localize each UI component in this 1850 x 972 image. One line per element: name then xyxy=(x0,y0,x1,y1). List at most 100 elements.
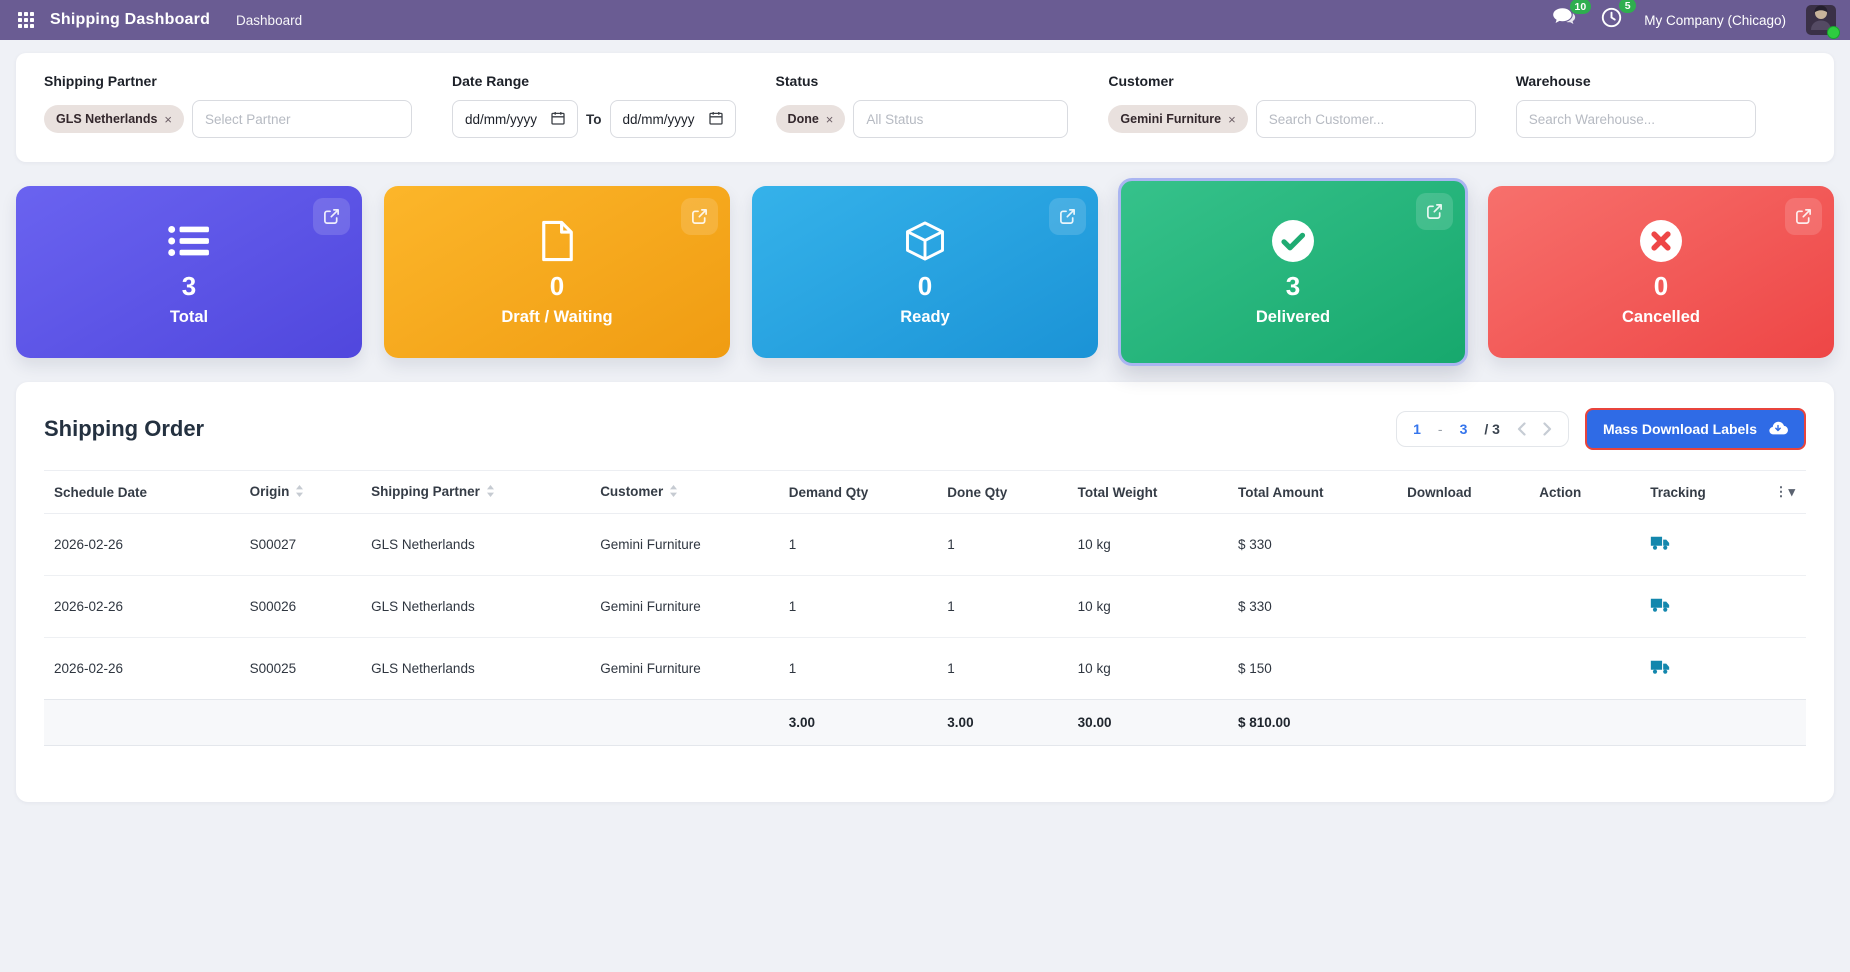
kpi-label: Total xyxy=(169,307,209,326)
column-header-label: Customer xyxy=(600,484,664,499)
tracking-truck-icon[interactable] xyxy=(1650,535,1670,551)
kpi-card-ready[interactable]: 0 Ready xyxy=(752,186,1098,358)
external-link-icon[interactable] xyxy=(313,198,350,235)
column-header-shipping-partner[interactable]: Shipping Partner xyxy=(361,471,590,514)
status-tag: Done × xyxy=(775,105,846,133)
column-header-label: Schedule Date xyxy=(54,484,148,500)
column-header-customer[interactable]: Customer xyxy=(590,471,779,514)
external-link-icon[interactable] xyxy=(1785,198,1822,235)
filter-status: Status Done × xyxy=(775,73,1069,138)
cell-demand-qty: 1 xyxy=(778,513,938,576)
company-name[interactable]: My Company (Chicago) xyxy=(1644,12,1786,28)
external-link-icon[interactable] xyxy=(681,198,718,235)
empty-cell xyxy=(239,699,362,746)
customer-input[interactable] xyxy=(1255,100,1476,138)
cell-total-amount: $ 330 xyxy=(1228,575,1398,638)
tag-remove-icon[interactable]: × xyxy=(1228,111,1236,127)
cell-origin: S00026 xyxy=(239,575,362,638)
table-header-row: Schedule Date Origin Shipping Partner Custo… xyxy=(44,470,1806,514)
column-header-tracking: Tracking xyxy=(1640,471,1760,514)
column-header-label: Total Weight xyxy=(1077,484,1158,500)
kpi-card-delivered[interactable]: 3 Delivered xyxy=(1118,178,1468,366)
cell-total-weight: 10 kg xyxy=(1067,513,1228,576)
date-from-input[interactable]: dd/mm/yyyy xyxy=(452,100,579,138)
menu-dashboard[interactable]: Dashboard xyxy=(236,12,303,28)
cell-options xyxy=(1760,575,1806,638)
column-header-label: Demand Qty xyxy=(788,484,869,500)
empty-cell xyxy=(1760,699,1806,746)
kpi-value: 3 xyxy=(181,270,197,301)
cell-total-amount: $ 150 xyxy=(1238,661,1272,676)
tag-remove-icon[interactable]: × xyxy=(164,111,173,127)
tag-remove-icon[interactable]: × xyxy=(825,111,834,127)
orders-table: Schedule Date Origin Shipping Partner Custo… xyxy=(44,470,1806,746)
mass-download-labels-button[interactable]: Mass Download Labels xyxy=(1584,408,1806,450)
shipping-partner-tag: GLS Netherlands × xyxy=(44,105,185,133)
filter-shipping-partner: Shipping Partner GLS Netherlands × xyxy=(44,73,413,138)
kpi-card-cancelled[interactable]: 0 Cancelled xyxy=(1488,186,1834,358)
messages-button[interactable]: 10 xyxy=(1551,0,1592,34)
column-options-icon[interactable]: ⋮▾ xyxy=(1774,484,1796,499)
cell-done-qty: 1 xyxy=(937,575,1068,638)
table-totals-row: 3.00 3.00 30.00 $ 810.00 xyxy=(44,699,1806,746)
cell-tracking xyxy=(1640,513,1761,576)
table-row: 2026-02-26 S00026 GLS Netherlands Gemini Fu… xyxy=(44,575,1806,638)
date-from-value: dd/mm/yyyy xyxy=(465,111,538,127)
app-title[interactable]: Shipping Dashboard xyxy=(50,11,211,28)
top-navbar: Shipping Dashboard Dashboard 10 5 My Com… xyxy=(0,0,1850,40)
pagination: 1 - 3 / 3 xyxy=(1396,411,1569,447)
kpi-label: Ready xyxy=(900,307,950,326)
total-cell: 3.00 xyxy=(937,699,1068,746)
tag-label: Done xyxy=(787,112,819,126)
filter-label: Customer xyxy=(1108,73,1174,89)
column-header-total-weight: Total Weight xyxy=(1068,471,1228,514)
external-link-icon[interactable] xyxy=(1049,198,1086,235)
pager-end[interactable]: 3 xyxy=(1459,421,1468,437)
messages-badge: 10 xyxy=(1569,0,1592,14)
filter-label: Shipping Partner xyxy=(44,73,157,89)
kpi-card-total[interactable]: 3 Total xyxy=(16,186,362,358)
apps-grid-icon[interactable] xyxy=(14,8,38,32)
column-header-origin[interactable]: Origin xyxy=(240,471,362,514)
warehouse-input[interactable] xyxy=(1515,100,1756,138)
column-header-label: Tracking xyxy=(1650,484,1706,500)
chevron-left-icon[interactable] xyxy=(1517,422,1526,436)
status-input[interactable] xyxy=(853,100,1069,138)
kpi-value: 0 xyxy=(549,270,565,301)
date-to-input[interactable]: dd/mm/yyyy xyxy=(609,100,736,138)
cell-download xyxy=(1397,575,1530,638)
empty-cell xyxy=(1640,699,1761,746)
cell-tracking xyxy=(1640,638,1760,700)
tag-label: Gemini Furniture xyxy=(1120,112,1222,126)
filter-label: Date Range xyxy=(452,73,530,89)
pager-dash: - xyxy=(1437,421,1443,437)
tracking-truck-icon[interactable] xyxy=(1650,597,1670,613)
kpi-value: 0 xyxy=(917,270,933,301)
filter-date-range: Date Range dd/mm/yyyy To dd/mm/yyyy xyxy=(452,73,736,138)
column-header-label: Download xyxy=(1407,484,1472,500)
chevron-right-icon[interactable] xyxy=(1543,422,1552,436)
calendar-icon xyxy=(708,111,723,128)
kpi-card-draft-waiting[interactable]: 0 Draft / Waiting xyxy=(384,186,730,358)
column-header-label: Done Qty xyxy=(947,484,1008,500)
tracking-truck-icon[interactable] xyxy=(1650,659,1670,675)
external-link-icon[interactable] xyxy=(1416,193,1453,230)
kpi-value: 0 xyxy=(1653,270,1669,301)
column-header-label: Total Amount xyxy=(1238,484,1324,500)
kpi-label: Draft / Waiting xyxy=(501,307,613,326)
pager-start[interactable]: 1 xyxy=(1413,421,1421,437)
sort-icon xyxy=(486,485,495,500)
filter-bar: Shipping Partner GLS Netherlands × Date … xyxy=(16,53,1834,162)
cell-schedule-date: 2026-02-26 xyxy=(44,513,240,576)
user-avatar[interactable] xyxy=(1806,5,1840,39)
shipping-partner-input[interactable] xyxy=(192,100,413,138)
check-circle-icon xyxy=(1271,218,1315,264)
column-header-done-qty: Done Qty xyxy=(937,471,1067,514)
filter-label: Status xyxy=(775,73,819,89)
activities-badge: 5 xyxy=(1619,0,1637,13)
cell-shipping-partner: GLS Netherlands xyxy=(361,575,591,638)
filter-label: Warehouse xyxy=(1515,73,1591,89)
list-icon xyxy=(168,218,210,264)
cell-download xyxy=(1397,513,1530,576)
activities-button[interactable]: 5 xyxy=(1599,0,1637,35)
